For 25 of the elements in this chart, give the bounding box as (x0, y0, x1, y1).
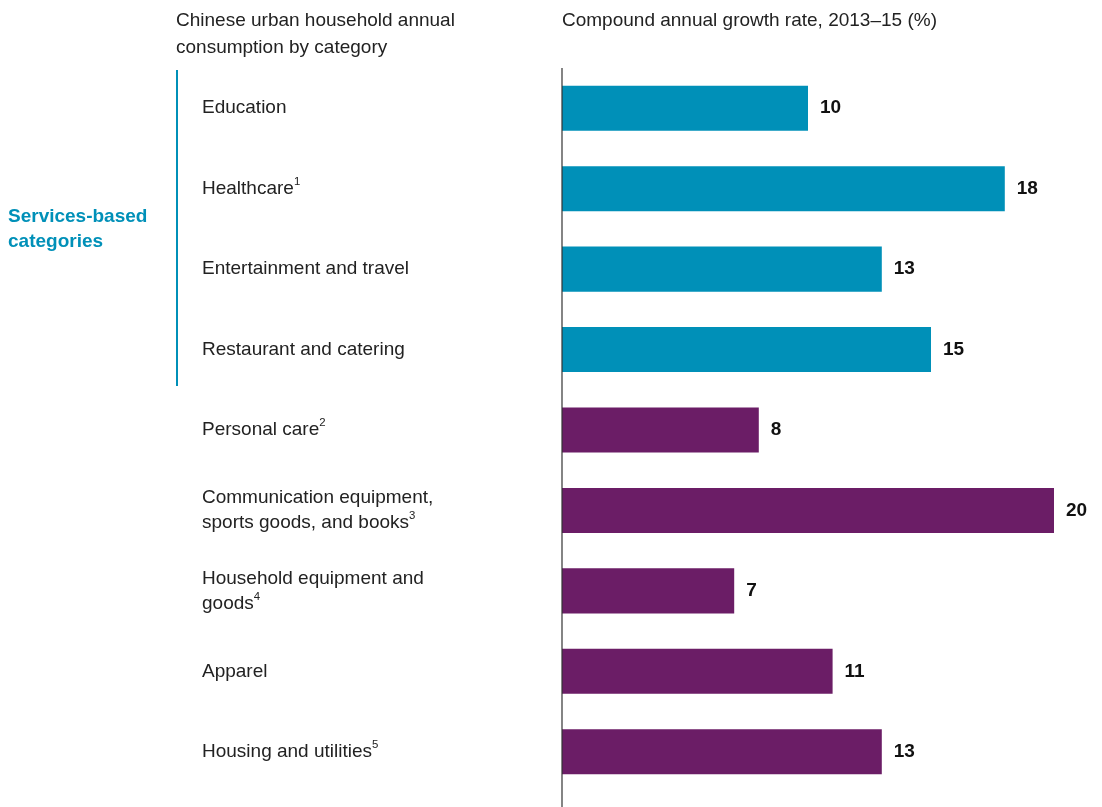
data-label: 8 (770, 418, 782, 440)
data-label: 13 (893, 740, 915, 762)
data-label: 18 (1016, 176, 1038, 198)
bar (562, 407, 759, 453)
y-tick-label: Entertainment and travel (202, 257, 410, 279)
bar (562, 648, 833, 694)
text: Services-based categories (8, 204, 148, 251)
data-label: 15 (943, 337, 965, 359)
y-tick-label: Apparel (202, 659, 268, 681)
data-label: 20 (1066, 498, 1088, 520)
y-tick-label: Restaurant and catering (202, 337, 405, 359)
data-label: 7 (746, 579, 757, 601)
bar (562, 568, 735, 614)
data-label: 13 (893, 257, 915, 279)
data-label: 11 (844, 659, 866, 681)
bar (562, 729, 882, 775)
data-label: 10 (820, 96, 842, 118)
x-axis-title: Compound annual growth rate, 2013–15 (%) (562, 9, 937, 31)
y-tick-label: Education (202, 96, 287, 118)
bar (562, 487, 1054, 533)
bar (562, 85, 808, 131)
text: Chinese urban household annual consumption by category (176, 9, 455, 58)
bar (562, 246, 882, 292)
bar (562, 327, 931, 373)
bar (562, 166, 1005, 212)
